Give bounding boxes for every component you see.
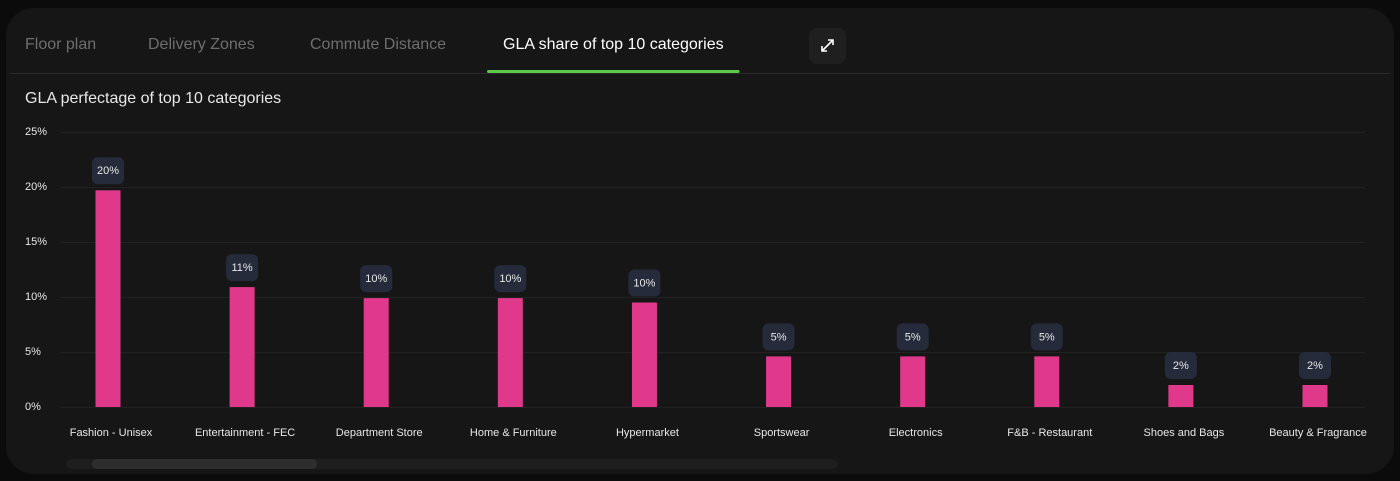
y-tick-label: 20% — [25, 181, 47, 193]
bar — [363, 298, 389, 407]
expand-icon — [821, 39, 834, 52]
x-tick-label: F&B - Restaurant — [1007, 427, 1092, 439]
value-label: 2% — [1173, 360, 1189, 372]
tab[interactable]: Delivery Zones — [148, 36, 255, 53]
x-tick-label: Electronics — [889, 427, 943, 439]
y-tick-label: 15% — [25, 236, 47, 248]
bar — [1034, 356, 1060, 407]
value-label-box — [494, 265, 527, 293]
x-tick-label: Entertainment - FEC — [195, 427, 295, 439]
value-label: 10% — [633, 277, 655, 289]
y-tick-label: 25% — [25, 126, 47, 138]
value-label-box — [628, 269, 661, 297]
value-label-box — [92, 157, 124, 185]
value-label: 5% — [905, 331, 921, 343]
tab[interactable]: GLA share of top 10 categories — [503, 36, 724, 53]
value-label-box — [896, 323, 929, 351]
value-label: 5% — [1039, 331, 1055, 343]
chart-title: GLA perfectage of top 10 categories — [25, 90, 281, 107]
value-label-box — [360, 265, 393, 293]
value-label: 5% — [771, 331, 787, 343]
value-label-box — [762, 323, 795, 351]
bar — [1302, 385, 1328, 407]
bar — [497, 298, 523, 407]
tab[interactable]: Commute Distance — [310, 36, 446, 53]
bar — [1168, 385, 1194, 407]
value-label: 2% — [1307, 360, 1323, 372]
bar — [229, 287, 255, 407]
x-tick-label: Fashion - Unisex — [70, 427, 153, 439]
bar — [900, 356, 926, 407]
x-tick-label: Hypermarket — [616, 427, 679, 439]
value-label: 11% — [232, 262, 253, 274]
value-label-box — [226, 254, 259, 282]
value-label-box — [1299, 352, 1331, 379]
x-tick-label: Beauty & Fragrance — [1269, 427, 1367, 439]
active-tab-underline — [487, 70, 740, 73]
tab[interactable]: Floor plan — [25, 36, 96, 53]
value-label: 10% — [499, 273, 521, 285]
y-tick-label: 10% — [25, 291, 47, 303]
value-label: 20% — [97, 165, 119, 177]
value-label-box — [1030, 323, 1063, 351]
x-tick-label: Shoes and Bags — [1144, 427, 1225, 439]
x-tick-label: Department Store — [336, 427, 423, 439]
scrollbar-thumb[interactable] — [92, 459, 317, 469]
value-label: 10% — [365, 273, 387, 285]
bar — [631, 302, 657, 407]
x-tick-label: Sportswear — [754, 427, 810, 439]
value-label-box — [1164, 352, 1197, 379]
y-tick-label: 0% — [25, 401, 41, 413]
y-tick-label: 5% — [25, 346, 41, 358]
bar — [766, 356, 792, 407]
bar — [95, 190, 121, 407]
x-tick-label: Home & Furniture — [470, 427, 557, 439]
